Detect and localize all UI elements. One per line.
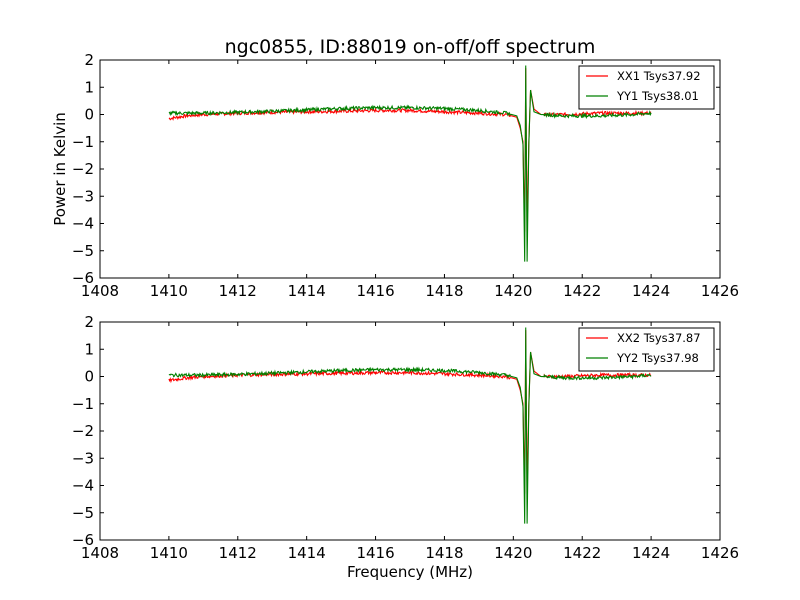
- bottom-ytick-label-0: 2: [84, 313, 94, 331]
- top-xtick-label-5: 1418: [425, 282, 463, 300]
- bottom-xtick-label-8: 1424: [632, 544, 670, 562]
- top-ytick-label-1: 1: [84, 78, 94, 96]
- bottom-legend-label-xx2: XX2 Tsys37.87: [617, 331, 701, 345]
- bottom-legend-box: [578, 327, 715, 372]
- bottom-plot-lines: [168, 327, 652, 524]
- top-xtick-label-9: 1426: [701, 282, 739, 300]
- top-legend-box: [578, 65, 715, 110]
- top-legend-label-xx1: XX1 Tsys37.92: [617, 69, 701, 83]
- bottom-xtick-label-0: 1408: [81, 544, 119, 562]
- bottom-xlabel: Frequency (MHz): [347, 563, 473, 581]
- top-xtick-label-1: 1410: [150, 282, 188, 300]
- top-subplot: 1408 1410 1412 1414 1416 1418 1420 1422 1424 1426…: [51, 51, 739, 300]
- bottom-xtick-label-1: 1410: [150, 544, 188, 562]
- top-ytick-label-6: −4: [72, 215, 94, 233]
- bottom-series-line-1: [168, 327, 652, 524]
- bottom-legend: XX2 Tsys37.87 YY2 Tsys37.98: [578, 327, 715, 372]
- bottom-xtick-label-5: 1418: [425, 544, 463, 562]
- top-ytick-label-8: −6: [72, 269, 94, 287]
- top-ytick-label-5: −3: [72, 187, 94, 205]
- bottom-xtick-label-7: 1422: [563, 544, 601, 562]
- top-plot-lines: [168, 65, 652, 262]
- bottom-xtick-label-6: 1420: [494, 544, 532, 562]
- top-xtick-label-0: 1408: [81, 282, 119, 300]
- bottom-ytick-label-3: −1: [72, 395, 94, 413]
- top-ytick-label-7: −5: [72, 242, 94, 260]
- bottom-ytick-label-8: −6: [72, 531, 94, 549]
- bottom-ytick-label-4: −2: [72, 422, 94, 440]
- bottom-ytick-label-1: 1: [84, 340, 94, 358]
- top-ytick-label-0: 2: [84, 51, 94, 69]
- bottom-legend-label-yy2: YY2 Tsys37.98: [616, 351, 699, 365]
- top-ytick-label-2: 0: [84, 106, 94, 124]
- bottom-ytick-label-5: −3: [72, 449, 94, 467]
- top-ylabel: Power in Kelvin: [51, 112, 69, 226]
- top-series-line-0: [168, 68, 652, 232]
- top-xtick-label-2: 1412: [219, 282, 257, 300]
- top-legend-label-yy1: YY1 Tsys38.01: [616, 89, 699, 103]
- figure-title: ngc0855, ID:88019 on-off/off spectrum: [225, 36, 596, 58]
- bottom-ytick-label-7: −5: [72, 504, 94, 522]
- bottom-ytick-label-6: −4: [72, 477, 94, 495]
- bottom-xtick-label-9: 1426: [701, 544, 739, 562]
- bottom-ytick-label-2: 0: [84, 368, 94, 386]
- top-xtick-label-7: 1422: [563, 282, 601, 300]
- bottom-subplot: 1408 1410 1412 1414 1416 1418 1420 1422 1424 1426…: [72, 313, 739, 581]
- bottom-xtick-label-3: 1414: [288, 544, 326, 562]
- top-series-line-1: [168, 65, 652, 262]
- bottom-xtick-label-2: 1412: [219, 544, 257, 562]
- top-xtick-label-6: 1420: [494, 282, 532, 300]
- top-xtick-label-4: 1416: [356, 282, 394, 300]
- top-ytick-label-3: −1: [72, 133, 94, 151]
- top-ticks: 1408 1410 1412 1414 1416 1418 1420 1422 1424 1426…: [72, 51, 739, 300]
- bottom-xtick-label-4: 1416: [356, 544, 394, 562]
- top-legend: XX1 Tsys37.92 YY1 Tsys38.01: [578, 65, 715, 110]
- top-xtick-label-8: 1424: [632, 282, 670, 300]
- top-xtick-label-3: 1414: [288, 282, 326, 300]
- bottom-ticks: 1408 1410 1412 1414 1416 1418 1420 1422 1424 1426…: [72, 313, 739, 562]
- top-ytick-label-4: −2: [72, 160, 94, 178]
